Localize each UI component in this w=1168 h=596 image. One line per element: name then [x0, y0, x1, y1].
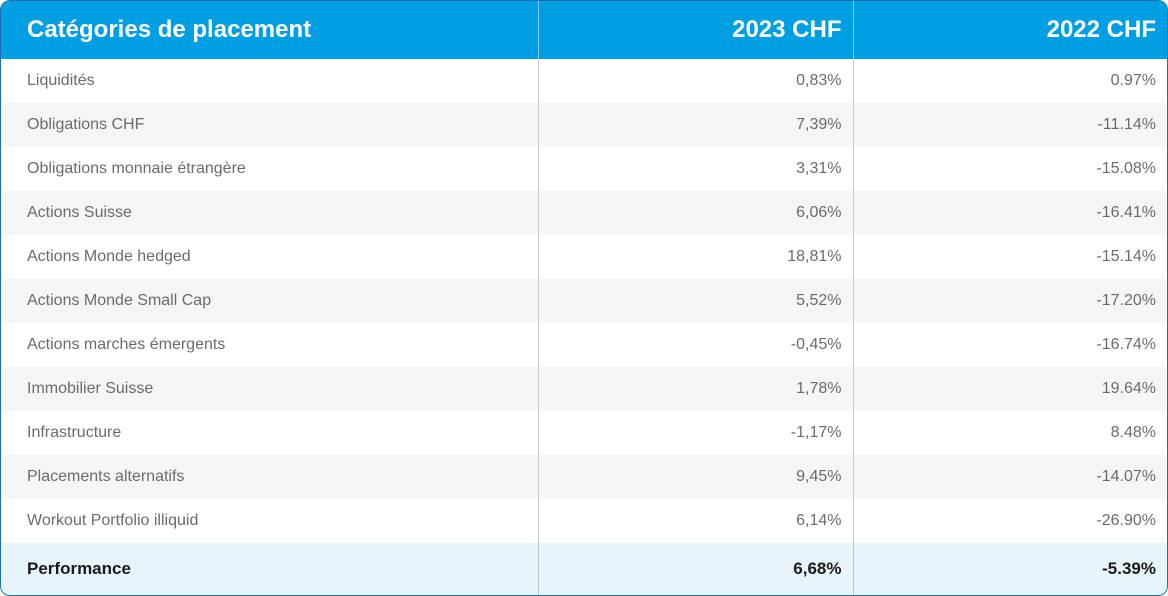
row-category: Obligations CHF: [1, 103, 538, 147]
row-value-2022: -17.20%: [853, 279, 1167, 323]
table-row: Obligations CHF 7,39% -11.14%: [1, 103, 1167, 147]
table-row: Actions marches émergents -0,45% -16.74%: [1, 323, 1167, 367]
row-category: Workout Portfolio illiquid: [1, 499, 538, 543]
row-value-2023: 6,06%: [538, 191, 853, 235]
row-value-2022: -11.14%: [853, 103, 1167, 147]
row-value-2023: 5,52%: [538, 279, 853, 323]
table-row: Actions Monde hedged 18,81% -15.14%: [1, 235, 1167, 279]
row-value-2022: 8.48%: [853, 411, 1167, 455]
row-value-2022: -16.74%: [853, 323, 1167, 367]
header-2022: 2022 CHF: [853, 1, 1167, 59]
row-value-2023: 3,31%: [538, 147, 853, 191]
table-row: Actions Suisse 6,06% -16.41%: [1, 191, 1167, 235]
row-category: Infrastructure: [1, 411, 538, 455]
row-value-2023: 6,14%: [538, 499, 853, 543]
row-value-2023: 1,78%: [538, 367, 853, 411]
table-header: Catégories de placement 2023 CHF 2022 CH…: [1, 1, 1167, 59]
table-row: Workout Portfolio illiquid 6,14% -26.90%: [1, 499, 1167, 543]
row-category: Actions Monde hedged: [1, 235, 538, 279]
row-value-2022: -15.08%: [853, 147, 1167, 191]
row-value-2023: 18,81%: [538, 235, 853, 279]
row-value-2023: 7,39%: [538, 103, 853, 147]
row-value-2022: -14.07%: [853, 455, 1167, 499]
row-category: Actions marches émergents: [1, 323, 538, 367]
row-value-2022: -15.14%: [853, 235, 1167, 279]
header-2023: 2023 CHF: [538, 1, 853, 59]
table-body: Liquidités 0,83% 0.97% Obligations CHF 7…: [1, 59, 1167, 595]
row-category: Immobilier Suisse: [1, 367, 538, 411]
header-category: Catégories de placement: [1, 1, 538, 59]
table-row: Liquidités 0,83% 0.97%: [1, 59, 1167, 103]
row-category: Obligations monnaie étrangère: [1, 147, 538, 191]
row-category: Actions Suisse: [1, 191, 538, 235]
table-row: Actions Monde Small Cap 5,52% -17.20%: [1, 279, 1167, 323]
total-label: Performance: [1, 543, 538, 595]
header-row: Catégories de placement 2023 CHF 2022 CH…: [1, 1, 1167, 59]
row-value-2022: 19.64%: [853, 367, 1167, 411]
row-category: Liquidités: [1, 59, 538, 103]
total-row: Performance 6,68% -5.39%: [1, 543, 1167, 595]
table-row: Infrastructure -1,17% 8.48%: [1, 411, 1167, 455]
row-category: Actions Monde Small Cap: [1, 279, 538, 323]
row-value-2023: 9,45%: [538, 455, 853, 499]
row-value-2023: -1,17%: [538, 411, 853, 455]
total-value-2023: 6,68%: [538, 543, 853, 595]
row-value-2023: -0,45%: [538, 323, 853, 367]
row-value-2022: 0.97%: [853, 59, 1167, 103]
row-value-2022: -16.41%: [853, 191, 1167, 235]
total-value-2022: -5.39%: [853, 543, 1167, 595]
table-row: Placements alternatifs 9,45% -14.07%: [1, 455, 1167, 499]
row-value-2022: -26.90%: [853, 499, 1167, 543]
row-category: Placements alternatifs: [1, 455, 538, 499]
table-row: Immobilier Suisse 1,78% 19.64%: [1, 367, 1167, 411]
table-row: Obligations monnaie étrangère 3,31% -15.…: [1, 147, 1167, 191]
row-value-2023: 0,83%: [538, 59, 853, 103]
